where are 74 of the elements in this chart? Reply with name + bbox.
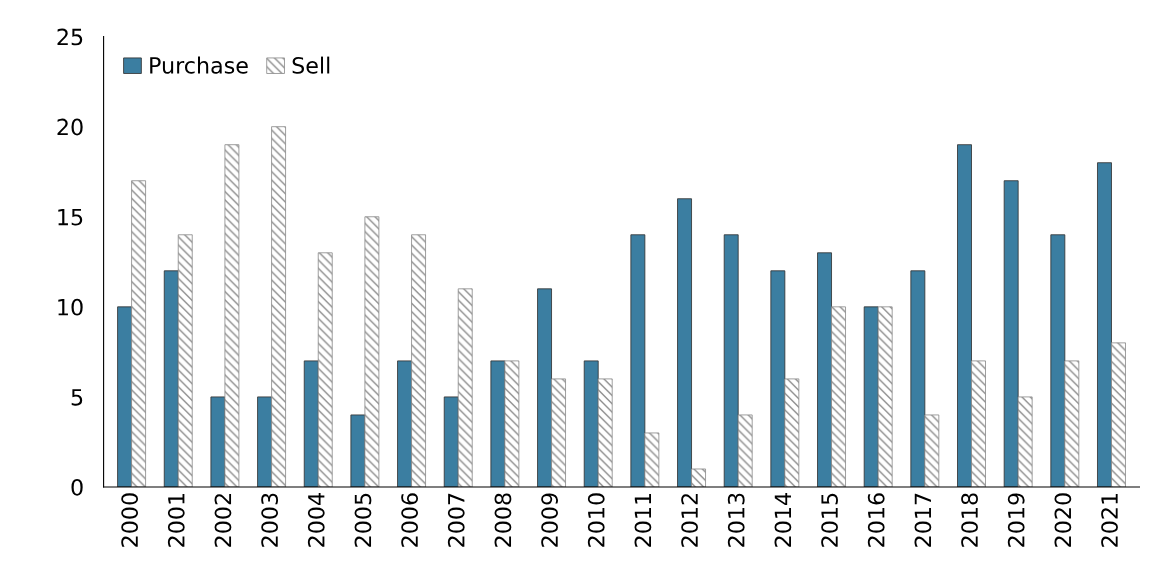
bar bbox=[583, 360, 599, 487]
x-tick-label: 2017 bbox=[914, 493, 932, 547]
x-tick-label: 2021 bbox=[1101, 493, 1118, 547]
x-tick-label: 2000 bbox=[121, 493, 139, 547]
x-tick-label: 2013 bbox=[727, 493, 745, 547]
bar bbox=[784, 378, 800, 487]
legend-label: Purchase bbox=[150, 56, 248, 74]
bar bbox=[831, 306, 846, 487]
bar bbox=[1064, 360, 1080, 487]
bar bbox=[551, 378, 566, 487]
bar bbox=[364, 216, 380, 487]
x-tick-label: 2018 bbox=[961, 493, 978, 547]
bar bbox=[1050, 234, 1066, 487]
bar bbox=[1111, 342, 1126, 487]
bar bbox=[737, 414, 753, 487]
bar bbox=[691, 468, 706, 487]
bar bbox=[490, 360, 506, 487]
y-tick-label: 0 bbox=[71, 478, 83, 496]
x-tick-label: 2020 bbox=[1054, 493, 1072, 547]
x-tick-label: 2011 bbox=[634, 493, 652, 547]
bar bbox=[177, 234, 193, 487]
x-tick-label: 2016 bbox=[867, 493, 885, 547]
x-tick-label: 2015 bbox=[821, 493, 838, 547]
x-tick-label: 2008 bbox=[494, 493, 512, 547]
y-tick-label: 20 bbox=[57, 118, 83, 136]
x-tick-label: 2001 bbox=[167, 493, 185, 547]
x-tick-label: 2005 bbox=[354, 493, 372, 547]
bar bbox=[723, 234, 739, 487]
bar bbox=[303, 360, 319, 487]
bar bbox=[537, 288, 552, 487]
y-tick-label: 25 bbox=[57, 28, 83, 46]
bar bbox=[971, 360, 986, 487]
bar bbox=[677, 198, 692, 487]
bar bbox=[770, 270, 786, 487]
x-tick-label: 2010 bbox=[587, 493, 605, 547]
bar bbox=[350, 414, 366, 487]
x-tick-label: 2002 bbox=[214, 494, 232, 547]
x-tick-label: 2004 bbox=[307, 493, 325, 547]
bar bbox=[443, 396, 459, 487]
bar bbox=[271, 126, 286, 487]
x-tick-label: 2014 bbox=[774, 493, 792, 547]
bar bbox=[1003, 180, 1019, 487]
bar bbox=[224, 144, 240, 487]
bar bbox=[924, 414, 940, 487]
x-tick-label: 2006 bbox=[401, 493, 419, 547]
bar bbox=[131, 180, 147, 487]
y-tick-label: 5 bbox=[71, 389, 83, 406]
bar bbox=[910, 270, 926, 487]
bar bbox=[1017, 396, 1033, 487]
x-tick-label: 2007 bbox=[447, 493, 465, 547]
bar bbox=[457, 288, 473, 487]
bar bbox=[1097, 162, 1112, 487]
bar bbox=[863, 306, 879, 487]
x-tick-label: 2009 bbox=[541, 493, 558, 547]
bar bbox=[504, 360, 520, 487]
bar bbox=[957, 144, 972, 487]
x-tick-label: 2012 bbox=[681, 494, 698, 547]
bar bbox=[817, 252, 832, 487]
bar bbox=[597, 378, 613, 487]
bar bbox=[411, 234, 426, 487]
bar bbox=[630, 234, 646, 487]
bar bbox=[317, 252, 333, 487]
x-tick-label: 2019 bbox=[1007, 493, 1025, 547]
bar bbox=[644, 432, 660, 487]
legend-label: Sell bbox=[292, 56, 330, 74]
bar bbox=[163, 270, 179, 487]
bar bbox=[397, 360, 412, 487]
y-tick-label: 10 bbox=[58, 298, 83, 316]
x-tick-label: 2003 bbox=[261, 493, 279, 547]
y-tick-label: 15 bbox=[58, 209, 83, 226]
bar bbox=[117, 306, 133, 487]
bar bbox=[257, 396, 272, 487]
bar bbox=[877, 306, 893, 487]
bar bbox=[210, 396, 226, 487]
